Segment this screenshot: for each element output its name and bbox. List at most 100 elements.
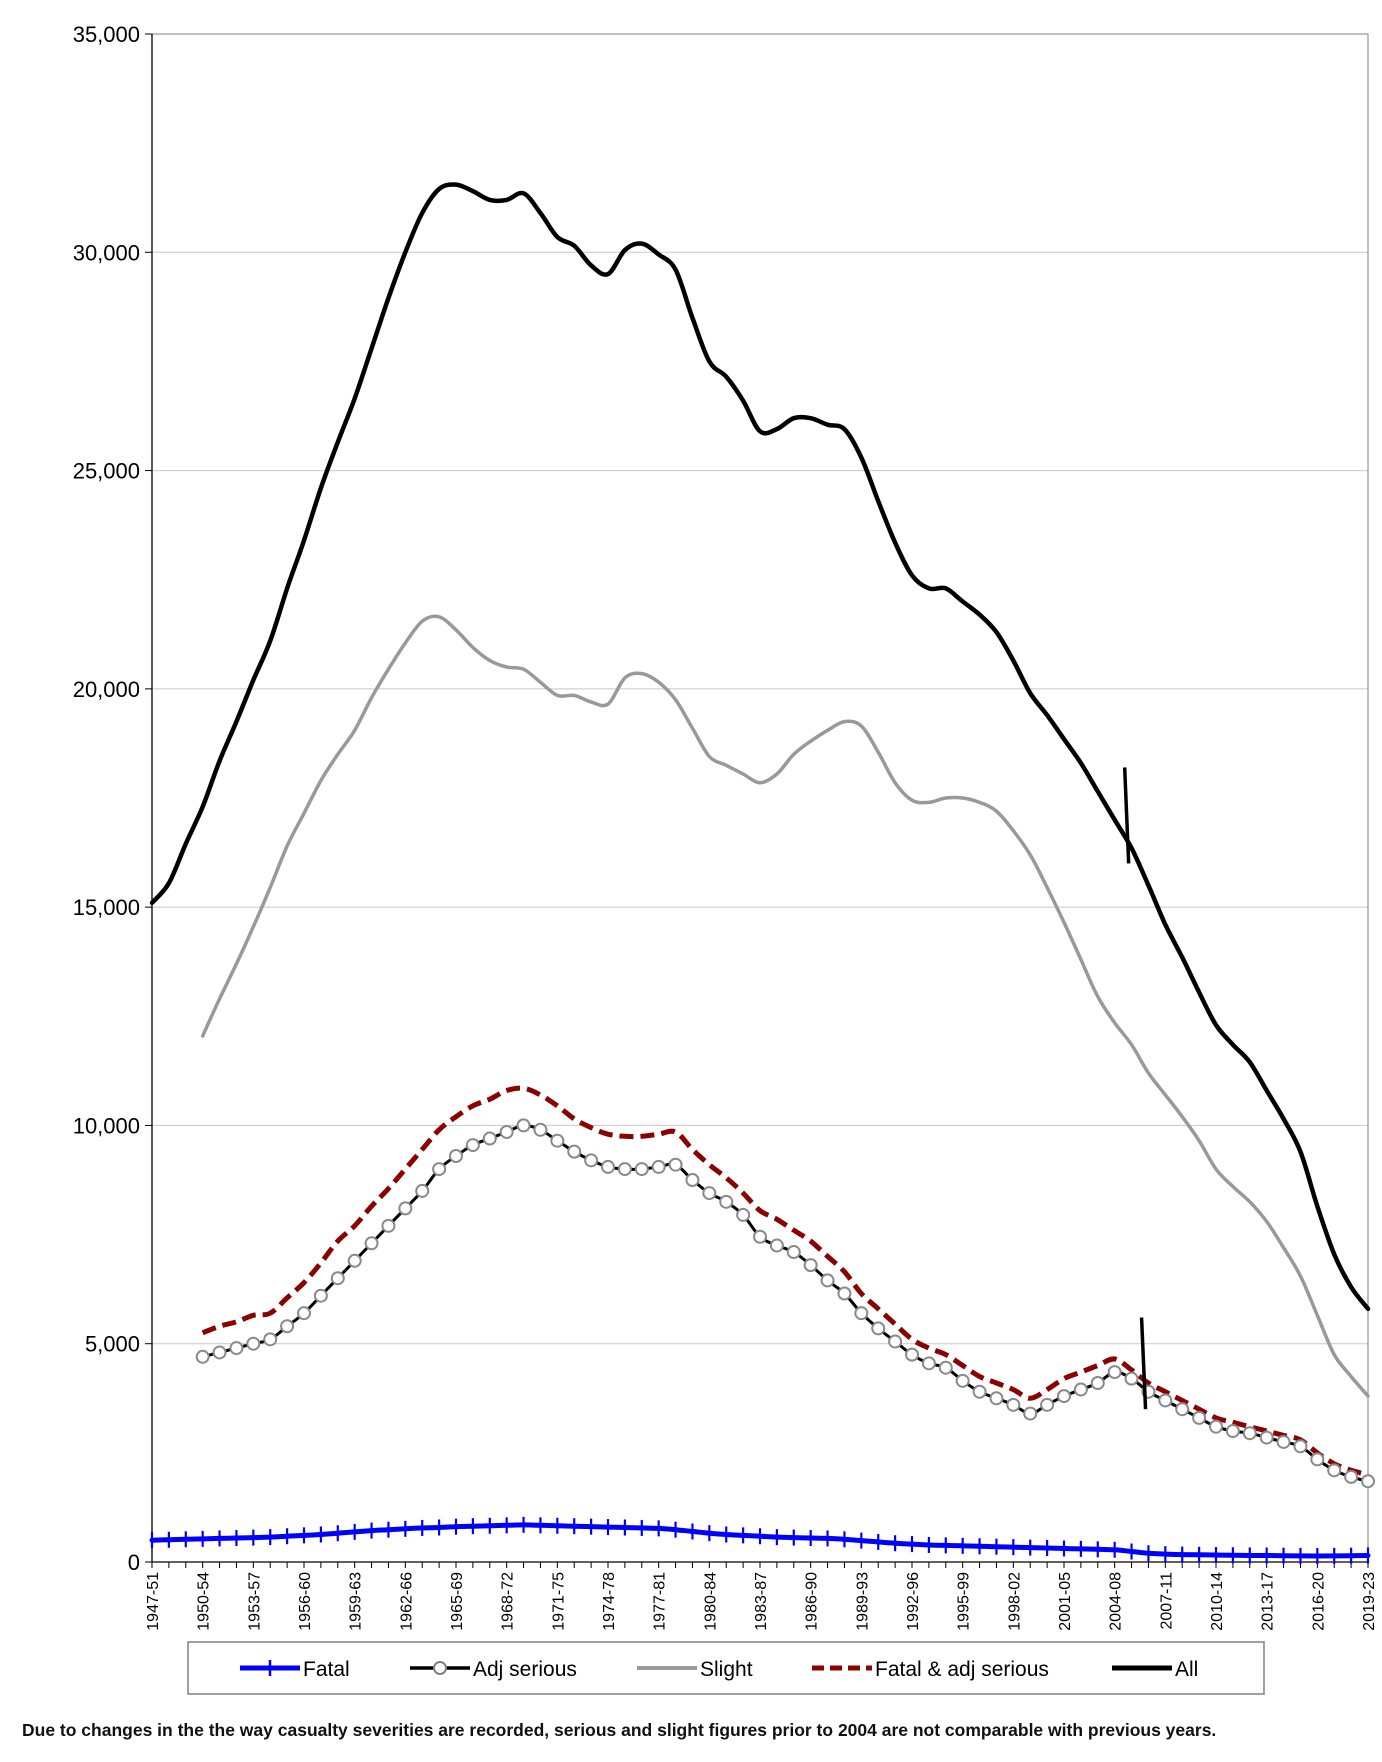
data-point-adj-serious — [651, 1159, 666, 1174]
data-point-adj-serious — [955, 1373, 970, 1388]
y-tick-label: 35,000 — [73, 22, 140, 47]
data-point-adj-serious — [263, 1332, 278, 1347]
x-tick-label: 2001-05 — [1057, 1572, 1074, 1631]
series-adj-serious — [195, 1118, 1375, 1489]
x-tick-label: 2010-14 — [1209, 1572, 1226, 1631]
data-point-adj-serious — [449, 1148, 463, 1163]
data-point-adj-serious — [837, 1286, 852, 1301]
data-point-adj-serious — [347, 1253, 362, 1268]
x-tick-label: 1971-75 — [550, 1572, 567, 1631]
data-point-adj-serious — [229, 1341, 244, 1356]
data-point-adj-serious — [1107, 1365, 1122, 1380]
y-tick-label: 25,000 — [73, 459, 140, 484]
data-point-adj-serious — [719, 1194, 734, 1209]
data-point-adj-serious — [753, 1229, 767, 1244]
series-slight — [200, 614, 1370, 1398]
data-point-adj-serious — [1242, 1426, 1257, 1441]
chart-series — [149, 182, 1375, 1564]
data-point-adj-serious — [398, 1201, 413, 1216]
x-tick-label: 1947-51 — [145, 1572, 162, 1631]
legend-label-fatal-adj-serious: Fatal & adj serious — [875, 1658, 1049, 1681]
data-point-adj-serious — [888, 1334, 903, 1349]
data-point-adj-serious — [482, 1131, 497, 1146]
x-tick-label: 1989-93 — [854, 1572, 871, 1631]
data-point-adj-serious — [1327, 1463, 1342, 1478]
data-point-adj-serious — [1293, 1439, 1308, 1454]
data-point-adj-serious — [1259, 1430, 1274, 1445]
data-point-adj-serious — [854, 1306, 869, 1321]
data-point-adj-serious — [820, 1273, 835, 1288]
y-tick-label: 0 — [128, 1550, 140, 1575]
data-point-adj-serious — [550, 1133, 565, 1148]
data-point-adj-serious — [584, 1153, 599, 1168]
data-point-adj-serious — [1192, 1410, 1207, 1425]
data-point-adj-serious — [786, 1245, 801, 1260]
legend-item-slight: Slight — [637, 1658, 753, 1681]
data-point-adj-serious — [246, 1336, 261, 1351]
data-point-adj-serious — [1361, 1474, 1375, 1489]
grid-lines — [145, 33, 1368, 1563]
data-point-adj-serious — [617, 1162, 632, 1177]
data-point-adj-serious — [465, 1138, 480, 1153]
data-point-adj-serious — [1310, 1452, 1325, 1467]
x-tick-label: 2016-20 — [1310, 1572, 1327, 1631]
x-tick-label: 1953-57 — [246, 1572, 263, 1631]
data-point-adj-serious — [905, 1347, 919, 1362]
data-point-adj-serious — [1158, 1393, 1173, 1408]
data-point-adj-serious — [1124, 1371, 1139, 1386]
x-tick-label: 1986-90 — [804, 1572, 821, 1631]
data-point-adj-serious — [1073, 1382, 1088, 1397]
series-fatal-adj-serious — [201, 1085, 1369, 1478]
data-point-adj-serious — [702, 1186, 717, 1201]
legend-item-adj-serious: Adj serious — [410, 1658, 577, 1681]
data-point-adj-serious — [601, 1159, 615, 1174]
data-point-adj-serious — [1090, 1376, 1105, 1391]
data-point-adj-serious — [668, 1157, 683, 1172]
x-tick-label: 1977-81 — [652, 1572, 669, 1631]
data-point-adj-serious — [634, 1162, 649, 1177]
data-point-adj-serious — [1209, 1419, 1223, 1434]
data-point-adj-serious — [364, 1236, 379, 1251]
data-point-adj-serious — [1057, 1389, 1071, 1404]
y-tick-label: 20,000 — [73, 677, 140, 702]
x-tick-label: 2004-08 — [1108, 1572, 1125, 1631]
data-point-adj-serious — [871, 1321, 886, 1336]
data-point-adj-serious — [297, 1306, 311, 1321]
x-tick-label: 2013-17 — [1260, 1572, 1277, 1631]
data-point-adj-serious — [736, 1207, 751, 1222]
data-point-adj-serious — [1006, 1397, 1021, 1412]
legend-item-fatal-adj-serious: Fatal & adj serious — [812, 1658, 1049, 1681]
legend-label-fatal: Fatal — [303, 1658, 350, 1681]
data-point-adj-serious — [1344, 1469, 1359, 1484]
series-all — [149, 182, 1371, 1312]
x-tick-label: 2007-11 — [1158, 1572, 1175, 1630]
data-point-adj-serious — [938, 1360, 953, 1375]
x-tick-label: 1962-66 — [398, 1572, 415, 1631]
data-point-adj-serious — [685, 1173, 700, 1187]
series-line-all — [149, 182, 1371, 1312]
x-tick-label: 1968-72 — [500, 1572, 517, 1631]
data-point-adj-serious — [989, 1391, 1004, 1406]
series-line-adj-serious — [201, 1123, 1370, 1483]
y-tick-label: 30,000 — [73, 240, 140, 265]
x-tick-label: 1956-60 — [297, 1572, 314, 1631]
break-markers — [1122, 767, 1148, 1410]
data-point-adj-serious — [432, 1162, 447, 1177]
data-point-adj-serious — [195, 1349, 210, 1364]
data-point-adj-serious — [1040, 1397, 1055, 1412]
data-point-adj-serious — [280, 1319, 295, 1334]
data-point-adj-serious — [330, 1271, 345, 1286]
x-tick-label: 1959-63 — [348, 1572, 365, 1631]
footnote: Due to changes in the the way casualty s… — [22, 1720, 1217, 1740]
data-point-adj-serious — [769, 1238, 784, 1253]
data-point-adj-serious — [1175, 1402, 1190, 1417]
chart-axes — [151, 33, 1369, 1568]
data-point-adj-serious — [381, 1218, 396, 1233]
data-point-adj-serious — [1276, 1434, 1291, 1449]
plot-frame — [151, 33, 1369, 1563]
break-marker-1 — [1139, 1317, 1148, 1410]
series-fatal — [149, 1516, 1371, 1564]
data-point-adj-serious — [313, 1288, 328, 1303]
legend-marker-adj-serious — [433, 1661, 447, 1675]
